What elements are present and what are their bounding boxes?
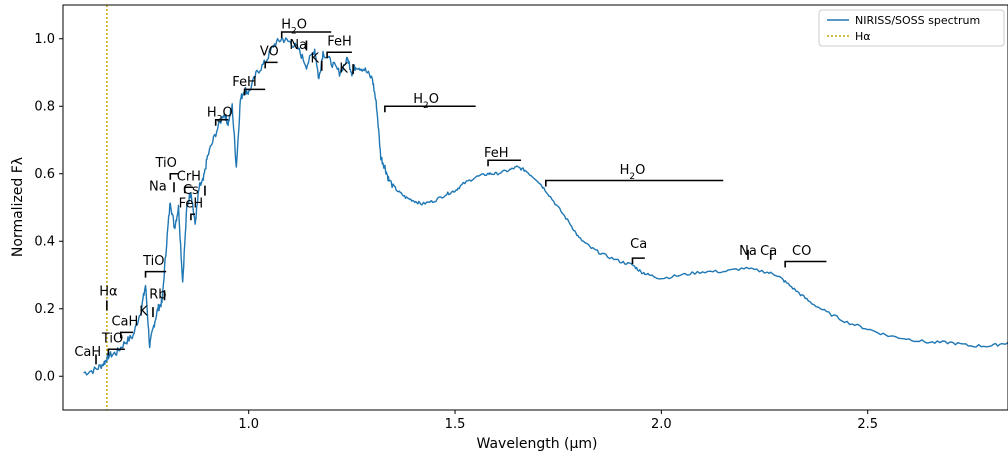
feature-annotation: CO: [784, 244, 827, 268]
feature-label: Na: [149, 180, 167, 195]
feature-annotation: Ca: [760, 244, 777, 260]
feature-annotation: TiO: [154, 156, 179, 180]
feature-annotation: Na: [149, 180, 175, 195]
feature-label: TiO: [101, 332, 123, 347]
x-tick-label: 1.5: [445, 417, 466, 432]
y-tick-label: 0.6: [34, 167, 55, 182]
feature-label: TiO: [142, 254, 164, 269]
feature-annotation: Na: [289, 38, 308, 53]
feature-bracket: [631, 257, 645, 265]
x-axis: 1.0 1.5 2.0 2.5: [238, 410, 878, 432]
legend: NIRISS/SOSS spectrum Hα: [818, 9, 1005, 47]
x-tick-label: 1.0: [238, 417, 259, 432]
y-tick-label: 0.2: [34, 302, 55, 317]
plot-frame: [62, 4, 1008, 411]
feature-annotation: CaH: [111, 315, 138, 339]
legend-box: [818, 9, 1005, 47]
x-axis-label: Wavelength (μm): [477, 436, 598, 452]
feature-label: K: [139, 305, 148, 320]
feature-label: CaH: [74, 345, 101, 360]
feature-annotation: Rb: [149, 288, 166, 303]
feature-label: CaH: [111, 315, 138, 330]
feature-bracket: [384, 105, 476, 113]
feature-label: CrH: [177, 170, 201, 185]
feature-label: CO: [792, 244, 811, 259]
y-tick-label: 0.8: [34, 99, 55, 114]
feature-label: Hα: [99, 284, 117, 299]
y-axis: 0.0 0.2 0.4 0.6 0.8 1.0: [34, 32, 63, 384]
y-tick-label: 1.0: [34, 32, 55, 47]
feature-bracket: [243, 88, 266, 96]
x-tick-label: 2.0: [651, 417, 672, 432]
feature-bracket: [169, 172, 179, 180]
y-tick-label: 0.4: [34, 234, 55, 249]
feature-bracket: [119, 331, 134, 339]
feature-label: FeH: [179, 197, 204, 212]
feature-annotation: FeH: [232, 75, 266, 96]
feature-label: Na: [739, 244, 757, 259]
feature-label: TiO: [154, 156, 176, 171]
feature-annotation: K: [339, 62, 354, 77]
feature-bracket: [107, 348, 125, 356]
feature-bracket: [214, 118, 229, 126]
feature-label: Rb: [149, 288, 166, 303]
feature-label: Cs: [183, 183, 199, 198]
feature-label: H2O: [620, 163, 646, 182]
feature-annotation: H2O: [207, 105, 233, 126]
feature-annotation: H2O: [280, 18, 332, 38]
feature-annotation: Hα: [99, 284, 118, 311]
feature-label: VO: [260, 45, 279, 60]
feature-bracket: [326, 51, 352, 59]
feature-label: H2O: [281, 18, 307, 37]
feature-label: K: [310, 51, 319, 66]
y-axis-label: Normalized Fλ: [10, 157, 26, 257]
feature-label: FeH: [327, 35, 352, 50]
plot-background: [63, 5, 1008, 410]
feature-label: H2O: [207, 105, 233, 124]
feature-annotation: TiO: [101, 332, 125, 356]
spectrum-line: [83, 37, 1008, 376]
feature-annotation: K: [310, 51, 323, 71]
feature-bracket: [784, 260, 827, 268]
feature-annotation: FeH: [484, 146, 522, 167]
feature-bracket: [144, 270, 167, 278]
legend-label-halpha: Hα: [855, 30, 871, 43]
feature-label: H2O: [413, 92, 439, 111]
feature-annotation: H2O: [545, 163, 724, 187]
feature-annotation: TiO: [142, 254, 167, 278]
feature-label: K: [339, 62, 348, 77]
feature-bracket: [280, 31, 332, 38]
legend-label-spectrum: NIRISS/SOSS spectrum: [855, 14, 980, 27]
feature-label: FeH: [232, 75, 257, 90]
feature-bracket: [264, 61, 278, 69]
feature-annotation: CaH: [74, 345, 101, 365]
feature-label: Ca: [630, 237, 647, 252]
plot-area: CaHTiOCaHHαKRbTiOTiOCrHNaFeHCsH2OFeHVOH2…: [74, 5, 1008, 410]
feature-bracket: [545, 179, 724, 187]
feature-bracket: [190, 213, 196, 221]
feature-annotation: Cs: [183, 183, 206, 198]
feature-label: Na: [289, 38, 307, 53]
feature-annotation: K: [139, 305, 154, 320]
feature-label: Ca: [760, 244, 777, 259]
feature-annotation: Ca: [630, 237, 647, 265]
feature-annotation: FeH: [179, 197, 204, 221]
feature-annotation: FeH: [326, 35, 352, 59]
feature-label: FeH: [484, 146, 509, 161]
x-tick-label: 2.5: [857, 417, 878, 432]
feature-annotation: Na: [739, 244, 757, 260]
y-tick-label: 0.0: [34, 369, 55, 384]
feature-annotation: CrH: [177, 170, 201, 194]
feature-annotation: H2O: [384, 92, 476, 113]
feature-bracket: [487, 159, 522, 167]
feature-bracket: [183, 186, 193, 194]
feature-annotation: VO: [260, 45, 279, 69]
